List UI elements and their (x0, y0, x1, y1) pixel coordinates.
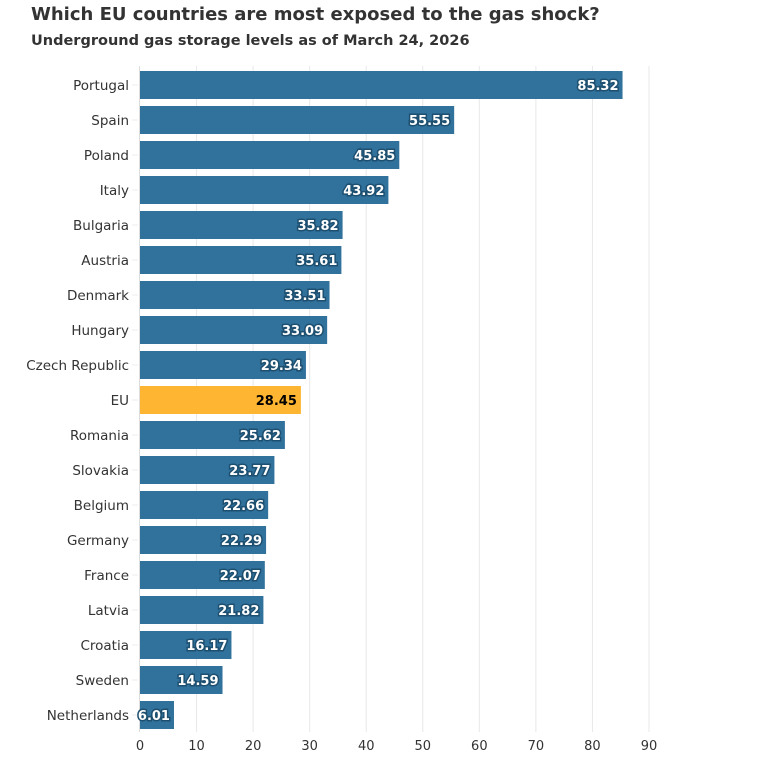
category-label: Latvia (88, 603, 129, 619)
x-tick-label: 90 (641, 739, 658, 754)
bar-romania (140, 421, 285, 449)
category-label: Austria (81, 253, 129, 269)
data-label: 21.82 (218, 604, 259, 619)
category-label: Hungary (71, 323, 129, 339)
category-label: Spain (91, 113, 129, 129)
x-tick-label: 50 (415, 739, 432, 754)
bar-spain (140, 106, 455, 134)
data-label: 23.77 (229, 464, 270, 479)
bar-eu (140, 386, 301, 414)
bar-hungary (140, 316, 328, 344)
data-label: 16.17 (186, 639, 227, 654)
data-label: 22.07 (220, 569, 261, 584)
data-label: 29.34 (261, 359, 302, 374)
data-label: 14.59 (177, 674, 218, 689)
data-label: 35.61 (296, 254, 337, 269)
x-tick-label: 10 (188, 739, 205, 754)
bar-austria (140, 246, 342, 274)
bar-france (140, 561, 265, 589)
bar-germany (140, 526, 267, 554)
data-label: 43.92 (343, 184, 384, 199)
x-tick-label: 30 (301, 739, 318, 754)
bar-sweden (140, 666, 223, 694)
bar-czech-republic (140, 351, 306, 379)
chart-title: Which EU countries are most exposed to t… (31, 4, 600, 25)
category-label: Poland (84, 148, 129, 164)
data-label: 35.82 (297, 219, 338, 234)
category-label: Croatia (80, 638, 129, 654)
data-label: 6.01 (138, 709, 170, 724)
category-label: Belgium (74, 498, 129, 514)
category-label: EU (111, 393, 129, 409)
bar-portugal (140, 71, 623, 99)
bar-latvia (140, 596, 264, 624)
x-tick-label: 80 (584, 739, 601, 754)
bar-bulgaria (140, 211, 343, 239)
data-label: 85.32 (577, 79, 618, 94)
data-label: 33.51 (284, 289, 325, 304)
category-label: Denmark (67, 288, 129, 304)
category-label: Portugal (73, 78, 129, 94)
bar-croatia (140, 631, 232, 659)
category-label: France (84, 568, 129, 584)
data-label: 22.29 (221, 534, 262, 549)
category-label: Romania (70, 428, 129, 444)
data-label: 25.62 (240, 429, 281, 444)
x-tick-label: 70 (528, 739, 545, 754)
category-label: Netherlands (47, 708, 129, 724)
category-label: Czech Republic (26, 358, 129, 374)
bar-belgium (140, 491, 269, 519)
bar-poland (140, 141, 400, 169)
category-label: Sweden (76, 673, 129, 689)
data-label: 45.85 (354, 149, 395, 164)
x-tick-label: 0 (136, 739, 144, 754)
bar-denmark (140, 281, 330, 309)
category-label: Bulgaria (73, 218, 129, 234)
data-label: 22.66 (223, 499, 264, 514)
x-tick-label: 60 (471, 739, 488, 754)
data-label: 33.09 (282, 324, 323, 339)
x-tick-label: 20 (245, 739, 262, 754)
bar-slovakia (140, 456, 275, 484)
category-label: Italy (100, 183, 129, 199)
bar-italy (140, 176, 389, 204)
chart-subtitle: Underground gas storage levels as of Mar… (31, 33, 470, 49)
data-label: 55.55 (409, 114, 450, 129)
category-label: Slovakia (72, 463, 129, 479)
category-label: Germany (67, 533, 129, 549)
x-tick-label: 40 (358, 739, 375, 754)
data-label: 28.45 (256, 394, 297, 409)
bar-netherlands (140, 701, 174, 729)
